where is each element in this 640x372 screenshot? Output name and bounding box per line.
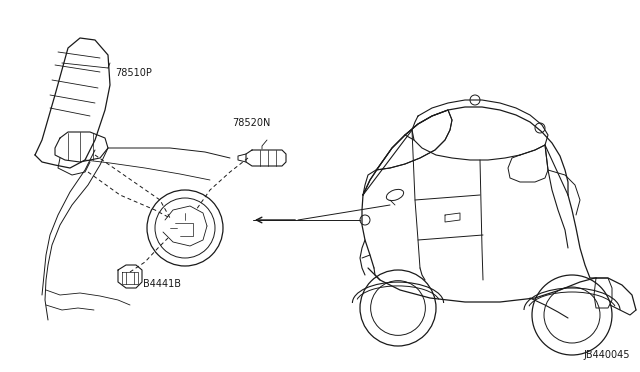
Text: 78510P: 78510P [115, 68, 152, 78]
Text: JB440045: JB440045 [584, 350, 630, 360]
Text: 78520N: 78520N [232, 118, 270, 128]
Text: B4441B: B4441B [143, 279, 181, 289]
